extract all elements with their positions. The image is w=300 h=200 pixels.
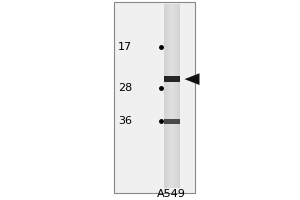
- Text: A549: A549: [157, 189, 186, 199]
- Bar: [168, 4, 169, 188]
- Polygon shape: [184, 73, 200, 85]
- Bar: [170, 4, 171, 188]
- Bar: [171, 4, 172, 188]
- Text: 36: 36: [118, 116, 132, 126]
- Bar: [169, 4, 170, 188]
- Text: 17: 17: [118, 42, 132, 52]
- Text: 28: 28: [118, 83, 132, 93]
- Bar: [173, 4, 174, 188]
- Bar: [166, 4, 167, 188]
- Bar: [164, 119, 180, 124]
- Bar: [178, 4, 179, 188]
- Bar: [164, 76, 180, 82]
- Bar: [167, 4, 168, 188]
- Bar: [174, 4, 175, 188]
- Bar: [175, 4, 176, 188]
- Bar: [176, 4, 177, 188]
- Bar: [114, 2, 195, 193]
- Bar: [177, 4, 178, 188]
- Bar: [172, 4, 173, 188]
- Bar: [179, 4, 180, 188]
- Bar: [164, 4, 165, 188]
- Bar: [165, 4, 166, 188]
